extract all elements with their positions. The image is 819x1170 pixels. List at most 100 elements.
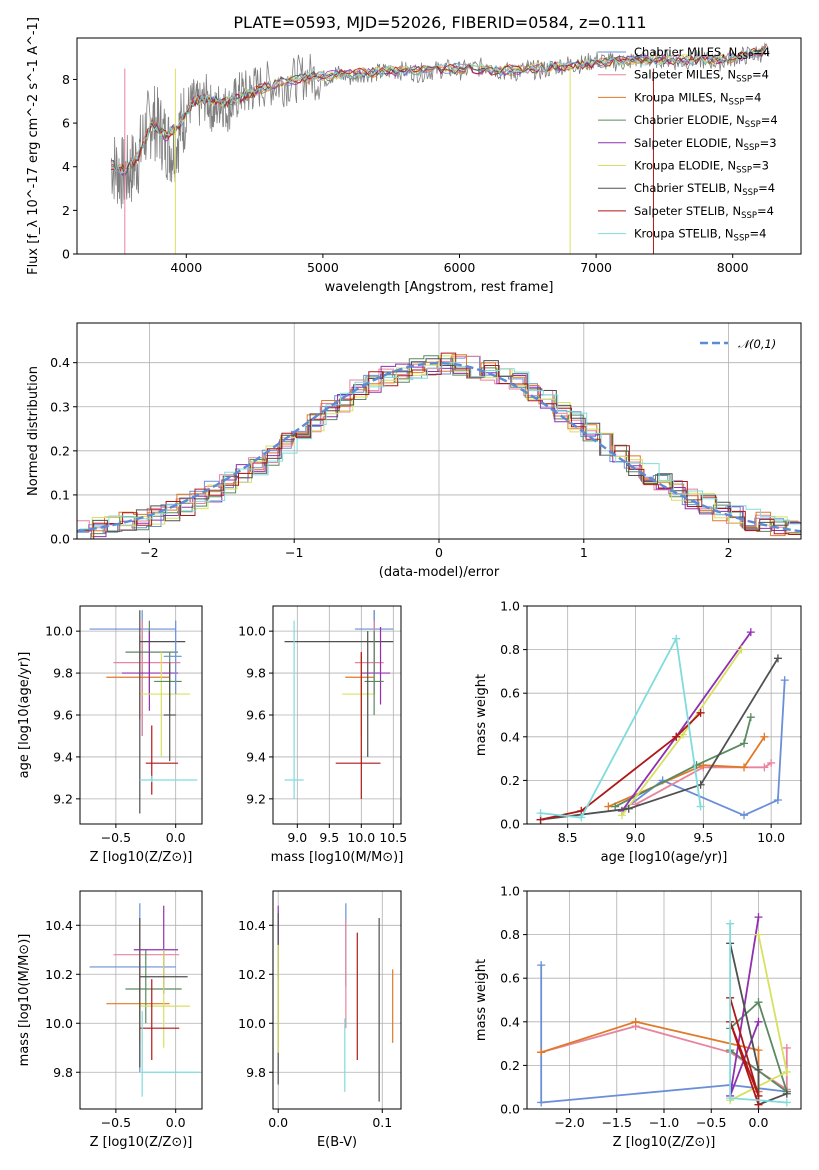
y-tick-label: 0.8 [500, 927, 520, 942]
y-tick-label: 10.4 [45, 918, 73, 933]
x-tick-label: −0.5 [101, 830, 131, 845]
weight-marker [726, 1094, 735, 1103]
y-axis-label: mass weight [474, 674, 489, 756]
x-axis-label: Z [log10(Z/Z⊙)] [613, 1135, 716, 1150]
x-tick-label: −2 [140, 545, 158, 560]
hist-krou_stelib [79, 362, 801, 530]
legend-label-salp_stelib: Salpeter STELIB, NSSP=4 [634, 204, 774, 221]
weight-marker [577, 813, 586, 822]
y-tick-label: 0.8 [500, 642, 520, 657]
x-tick-label: 0.1 [372, 1115, 392, 1130]
plot-area [89, 903, 200, 1097]
y-tick-label: 0.2 [500, 1058, 520, 1073]
axes-frame [76, 37, 802, 255]
x-axis-label: age [log10(age/yr)] [601, 850, 728, 865]
x-tick-label: 9.0 [287, 830, 307, 845]
legend-label-chab_elodie: Chabrier ELODIE, NSSP=4 [634, 113, 778, 130]
x-tick-label: 10.5 [379, 830, 407, 845]
weight-marker [740, 811, 749, 820]
weight-line-salp_stelib [729, 997, 760, 1105]
weight-marker [782, 1067, 791, 1076]
weight-marker [754, 1100, 763, 1109]
weight-line-chab_stelib [540, 657, 779, 821]
y-tick-label: 9.6 [246, 708, 266, 723]
x-tick-label: −0.5 [101, 1115, 131, 1130]
plot-area [277, 903, 394, 1102]
x-tick-label: 8.5 [558, 830, 578, 845]
x-tick-label: 2 [725, 545, 733, 560]
y-tick-label: 9.4 [53, 749, 73, 764]
panel-mass_vs_ebv: 0.0 0.1 9.8 10.0 10.2 10.4 E(B-V) [238, 890, 402, 1150]
y-tick-label: 0.4 [500, 729, 520, 744]
x-axis-label: Z [log10(Z/Z⊙)] [90, 1135, 193, 1150]
spectrum-model-salp_stelib [111, 45, 767, 172]
weight-marker [754, 1091, 763, 1100]
plot-area [537, 913, 791, 1109]
y-tick-label: 0.6 [500, 686, 520, 701]
weight-marker [754, 913, 763, 922]
plot-area [284, 610, 394, 799]
y-tick-label: 9.4 [246, 749, 266, 764]
y-tick-label: 9.2 [246, 791, 266, 806]
x-tick-label: 1 [580, 545, 588, 560]
weight-marker [782, 1089, 791, 1098]
weight-marker [746, 628, 755, 637]
y-tick-label: 10.2 [238, 967, 266, 982]
y-axis-label: Flux [f_λ 10^-17 erg cm^-2 s^-1 A^-1] [26, 17, 41, 275]
x-tick-label: 0 [435, 545, 443, 560]
x-tick-label: 0.0 [166, 830, 186, 845]
weight-marker [672, 634, 681, 643]
panel-weight_vs_Z: −2.0 −1.5 −1.0 −0.5 0.0 0.0 0.2 0.4 0.6 0.8 1.0 Z [… [474, 884, 802, 1150]
weight-marker [672, 732, 681, 741]
axes-frame [79, 890, 203, 1110]
legend-label-krou_stelib: Kroupa STELIB, NSSP=4 [634, 227, 766, 244]
x-tick-label: 9.5 [693, 830, 713, 845]
weight-marker [773, 796, 782, 805]
panel-age_vs_Z: −0.5 0.0 9.2 9.4 9.6 9.8 10.0 Z [log10(Z/Z⊙)] ag… [17, 605, 203, 865]
x-axis-label: Z [log10(Z/Z⊙)] [90, 850, 193, 865]
x-tick-label: −2.0 [554, 1115, 584, 1130]
y-tick-label: 0.4 [50, 355, 70, 370]
weight-marker [754, 1065, 763, 1074]
x-axis-label: wavelength [Angstrom, rest frame] [325, 280, 554, 295]
x-tick-label: 0.0 [749, 1115, 769, 1130]
weight-marker [740, 739, 749, 748]
y-tick-label: 10.0 [238, 624, 266, 639]
x-tick-label: 10.0 [347, 830, 375, 845]
weight-line-krou_miles [540, 1020, 760, 1092]
spectrum-model-krou_miles [110, 46, 766, 172]
weight-marker [537, 1098, 546, 1107]
weight-marker [536, 809, 545, 818]
x-axis-label: (data-model)/error [379, 565, 500, 580]
weight-marker [740, 763, 749, 772]
panel-mass_vs_Z: −0.5 0.0 9.8 10.0 10.2 10.4 Z [log10(Z/Z⊙)] mas… [17, 890, 203, 1150]
x-tick-label: −1.0 [649, 1115, 679, 1130]
hist-salp_stelib [79, 352, 801, 539]
y-tick-label: 2 [62, 203, 70, 218]
weight-marker [754, 998, 763, 1007]
panel-residuals: 𝒩(0,1) −2 −1 0 1 2 0.0 0.1 0.2 0.3 0.4 (data-model)… [26, 322, 802, 580]
axes-frame [526, 605, 802, 825]
weight-marker [631, 1017, 640, 1026]
y-tick-label: 1.0 [500, 599, 520, 614]
y-tick-label: 10.0 [45, 1016, 73, 1031]
weight-marker [678, 730, 687, 739]
hist-chab_elodie [77, 355, 801, 539]
y-tick-label: 9.8 [53, 666, 73, 681]
y-axis-label: Normed distribution [26, 366, 41, 496]
y-tick-label: 0.0 [50, 532, 70, 547]
y-tick-label: 0.6 [500, 971, 520, 986]
y-tick-label: 0.1 [50, 487, 70, 502]
figure-title: PLATE=0593, MJD=52026, FIBERID=0584, z=0… [233, 13, 646, 32]
x-tick-label: 5000 [307, 260, 339, 275]
y-tick-label: 0.4 [500, 1014, 520, 1029]
y-tick-label: 4 [62, 159, 70, 174]
x-tick-label: 4000 [170, 260, 202, 275]
y-tick-label: 0.0 [500, 1102, 520, 1117]
y-tick-label: 0.2 [50, 443, 70, 458]
panel-age_vs_mass: 9.0 9.5 10.0 10.5 9.2 9.4 9.6 9.8 10.0 mass [log1… [238, 605, 407, 865]
y-tick-label: 6 [62, 116, 70, 131]
plot-area [110, 42, 770, 254]
x-tick-label: 8000 [717, 260, 749, 275]
